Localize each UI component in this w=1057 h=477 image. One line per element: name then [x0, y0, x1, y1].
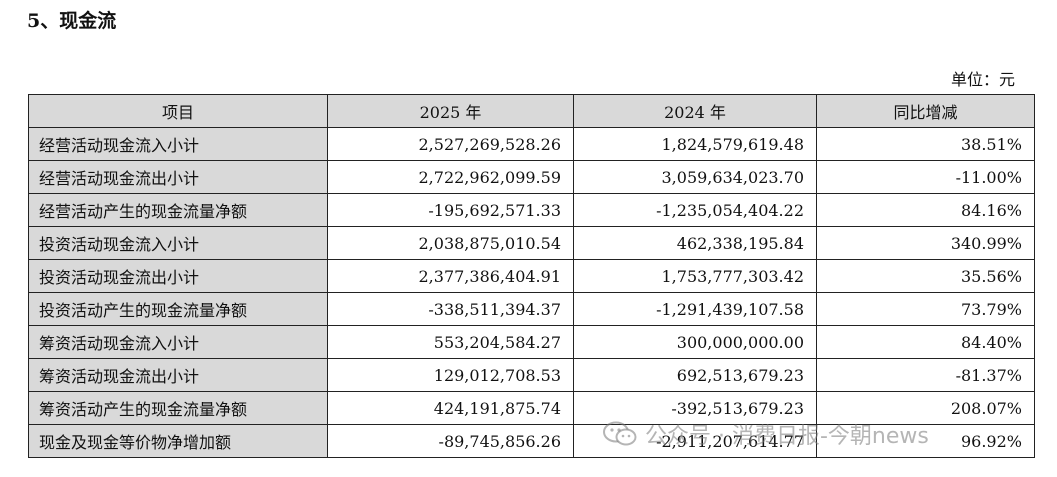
table-row: 经营活动产生的现金流量净额 -195,692,571.33 -1,235,054,4… — [28, 193, 1035, 227]
row-item-label: 筹资活动现金流出小计 — [28, 358, 328, 392]
row-item-label: 经营活动现金流入小计 — [28, 127, 328, 161]
row-value-2025: 553,204,584.27 — [327, 325, 574, 359]
row-item-label: 投资活动现金流入小计 — [28, 226, 328, 260]
row-change: -11.00% — [816, 160, 1035, 194]
row-value-2024: 692,513,679.23 — [573, 358, 817, 392]
row-value-2025: 2,038,875,010.54 — [327, 226, 574, 260]
row-item-label: 筹资活动产生的现金流量净额 — [28, 391, 328, 425]
row-value-2025: 424,191,875.74 — [327, 391, 574, 425]
row-change: 84.16% — [816, 193, 1035, 227]
table-row: 筹资活动现金流入小计 553,204,584.27 300,000,000.00 84… — [28, 325, 1035, 359]
row-value-2024: 300,000,000.00 — [573, 325, 817, 359]
row-value-2025: 2,722,962,099.59 — [327, 160, 574, 194]
section-heading: 5、现金流 — [27, 10, 117, 32]
row-value-2025: 2,527,269,528.26 — [327, 127, 574, 161]
row-change: 35.56% — [816, 259, 1035, 293]
row-value-2025: 129,012,708.53 — [327, 358, 574, 392]
table-row: 投资活动现金流入小计 2,038,875,010.54 462,338,195.84… — [28, 226, 1035, 260]
header-change: 同比增减 — [816, 94, 1035, 128]
table-row: 筹资活动产生的现金流量净额 424,191,875.74 -392,513,679.… — [28, 391, 1035, 425]
header-item: 项目 — [28, 94, 328, 128]
row-change: 38.51% — [816, 127, 1035, 161]
row-item-label: 经营活动产生的现金流量净额 — [28, 193, 328, 227]
row-item-label: 投资活动现金流出小计 — [28, 259, 328, 293]
row-change: 73.79% — [816, 292, 1035, 326]
row-value-2025: 2,377,386,404.91 — [327, 259, 574, 293]
table-row: 现金及现金等价物净增加额 -89,745,856.26 -2,911,207,614… — [28, 424, 1035, 458]
row-change: 84.40% — [816, 325, 1035, 359]
table-row: 筹资活动现金流出小计 129,012,708.53 692,513,679.23 -8… — [28, 358, 1035, 392]
header-2025: 2025 年 — [327, 94, 574, 128]
row-value-2024: -392,513,679.23 — [573, 391, 817, 425]
row-change: 96.92% — [816, 424, 1035, 458]
row-value-2025: -89,745,856.26 — [327, 424, 574, 458]
row-value-2024: 1,753,777,303.42 — [573, 259, 817, 293]
row-value-2025: -338,511,394.37 — [327, 292, 574, 326]
row-value-2024: -1,291,439,107.58 — [573, 292, 817, 326]
row-value-2024: 462,338,195.84 — [573, 226, 817, 260]
row-value-2024: -2,911,207,614.77 — [573, 424, 817, 458]
row-value-2025: -195,692,571.33 — [327, 193, 574, 227]
row-change: -81.37% — [816, 358, 1035, 392]
row-item-label: 投资活动产生的现金流量净额 — [28, 292, 328, 326]
row-item-label: 筹资活动现金流入小计 — [28, 325, 328, 359]
row-item-label: 现金及现金等价物净增加额 — [28, 424, 328, 458]
row-item-label: 经营活动现金流出小计 — [28, 160, 328, 194]
table-row: 经营活动现金流出小计 2,722,962,099.59 3,059,634,023.… — [28, 160, 1035, 194]
header-2024: 2024 年 — [573, 94, 817, 128]
table-header-row: 项目 2025 年 2024 年 同比增减 — [28, 94, 1035, 128]
row-value-2024: 1,824,579,619.48 — [573, 127, 817, 161]
row-change: 208.07% — [816, 391, 1035, 425]
table-row: 投资活动现金流出小计 2,377,386,404.91 1,753,777,303.… — [28, 259, 1035, 293]
table-row: 投资活动产生的现金流量净额 -338,511,394.37 -1,291,439,1… — [28, 292, 1035, 326]
row-change: 340.99% — [816, 226, 1035, 260]
table-row: 经营活动现金流入小计 2,527,269,528.26 1,824,579,619.… — [28, 127, 1035, 161]
row-value-2024: 3,059,634,023.70 — [573, 160, 817, 194]
cash-flow-table: 项目 2025 年 2024 年 同比增减 经营活动现金流入小计 2,527,26… — [28, 94, 1035, 458]
unit-label: 单位：元 — [950, 70, 1015, 89]
row-value-2024: -1,235,054,404.22 — [573, 193, 817, 227]
